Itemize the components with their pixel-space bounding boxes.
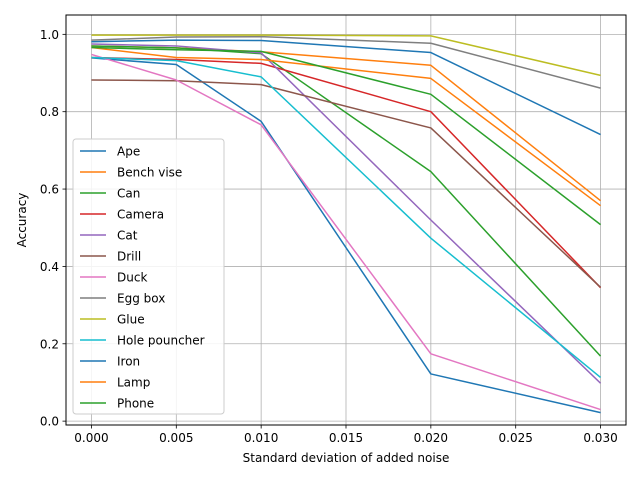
legend-label-hole-pouncher: Hole pouncher [117,334,205,348]
legend-label-duck: Duck [117,271,147,285]
x-tick-label: 0.015 [329,431,363,445]
series-line-duck [91,53,601,411]
legend-label-camera: Camera [117,208,164,222]
legend-label-drill: Drill [117,250,141,264]
series-line-lamp [91,46,601,207]
x-tick-label: 0.020 [414,431,448,445]
series-line-drill [91,79,602,288]
legend-label-can: Can [117,187,140,201]
series-line-iron [91,39,601,136]
legend: Ape Bench vise Can Camera Cat Drill Duck Egg bo… [72,138,225,415]
series-line-phone [91,46,602,226]
y-tick-label: 0.8 [40,105,59,119]
series-line-egg-box [91,35,601,89]
series-lines [91,34,602,414]
legend-label-glue: Glue [117,313,145,327]
y-tick-label: 0.6 [40,183,59,197]
x-tick-label: 0.005 [159,431,193,445]
legend-label-cat: Cat [117,229,138,243]
legend-label-bench-vise: Bench vise [117,166,182,180]
legend-frame [72,138,225,415]
legend-label-iron: Iron [117,355,140,369]
x-tick-label: 0.000 [74,431,108,445]
x-axis-label: Standard deviation of added noise [243,451,450,465]
y-tick-label: 1.0 [40,28,59,42]
axis-ticks: 0.000 0.005 0.010 0.015 0.020 0.025 0.030 0.0 0.… [40,28,618,445]
x-tick-label: 0.030 [583,431,617,445]
y-axis-label: Accuracy [15,193,29,248]
series-line-hole-pouncher [91,56,602,378]
series-line-ape [91,57,601,414]
y-tick-label: 0.2 [40,337,59,351]
x-tick-label: 0.010 [244,431,278,445]
y-tick-label: 0.4 [40,260,59,274]
legend-label-phone: Phone [117,397,154,411]
legend-label-egg-box: Egg box [117,292,165,306]
series-line-camera [91,56,602,289]
legend-label-ape: Ape [117,145,140,159]
series-line-glue [91,34,601,77]
series-line-cat [91,43,602,384]
x-tick-label: 0.025 [499,431,533,445]
legend-label-lamp: Lamp [117,376,150,390]
y-tick-label: 0.0 [40,415,59,429]
